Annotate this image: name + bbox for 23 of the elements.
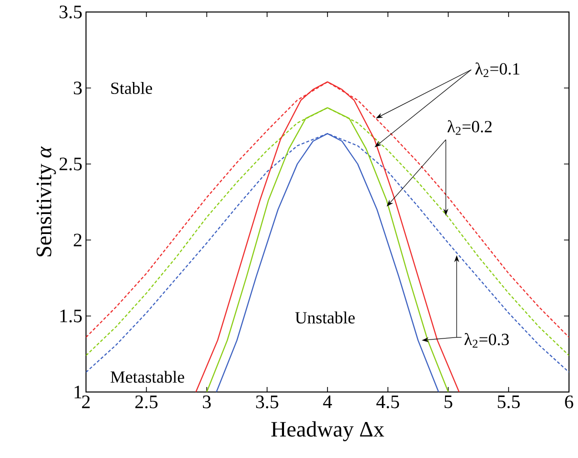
- y-tick-label: 2.5: [60, 158, 82, 170]
- annotation: λ$_{2}$=0.2: [447, 120, 492, 135]
- y-tick-label: 2: [74, 234, 82, 246]
- y-tick-label: 3.5: [60, 6, 82, 18]
- annotation: Unstable: [295, 312, 355, 324]
- x-tick-label: 5.5: [498, 396, 520, 408]
- x-tick-label: 3: [202, 396, 211, 408]
- x-tick-label: 3.5: [256, 396, 278, 408]
- x-axis-title: Headway Δx: [271, 421, 384, 442]
- y-tick-label: 1.5: [60, 310, 82, 322]
- annotation: λ$_{2}$=0.3: [464, 333, 509, 348]
- x-tick-label: 2: [82, 396, 90, 408]
- annotation: Metastable: [110, 370, 184, 383]
- x-tick-label: 5: [444, 396, 452, 408]
- x-tick-label: 2.5: [135, 396, 158, 408]
- annotation: λ$_{2}$=0.1: [475, 62, 520, 78]
- y-tick-label: 3: [74, 82, 82, 94]
- x-tick-label: 4: [323, 396, 332, 408]
- y-tick-label: 1: [74, 386, 82, 398]
- x-tick-label: 4.5: [376, 396, 400, 408]
- annotation: Stable: [111, 82, 152, 94]
- x-tick-label: 6: [565, 396, 574, 408]
- y-axis-title: Sensitivity α: [36, 146, 56, 256]
